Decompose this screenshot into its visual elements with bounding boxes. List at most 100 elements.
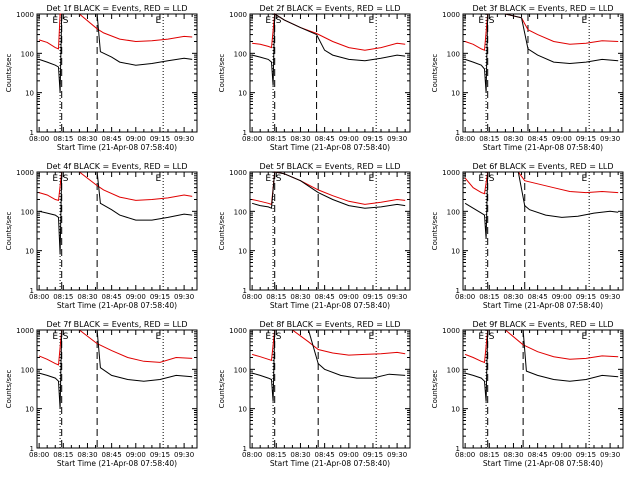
marker-label: E: [478, 16, 484, 26]
y-tick-label: 1: [456, 287, 460, 295]
x-tick-label: 09:00: [552, 135, 572, 143]
y-tick-label: 1000: [229, 11, 247, 19]
y-tick-label: 100: [234, 50, 247, 58]
detector-panel-8: Det 8f BLACK = Events, RED = LLD 1 10 100 10…: [218, 320, 411, 468]
x-axis-label: Start Time (21-Apr-08 07:58:40): [57, 301, 177, 310]
marker-label: E: [265, 174, 271, 184]
x-tick-label: 09:15: [576, 135, 596, 143]
y-tick-label: 1000: [442, 11, 460, 19]
y-tick-label: 100: [234, 366, 247, 374]
x-axis-label: Start Time (21-Apr-08 07:58:40): [270, 459, 390, 468]
marker-label: S: [489, 16, 495, 26]
x-tick-label: 08:15: [266, 135, 286, 143]
x-tick-label: 08:15: [266, 293, 286, 301]
y-tick-label: 1000: [229, 169, 247, 177]
detector-panel-1: Det 1f BLACK = Events, RED = LLD 1 10 100 10…: [5, 4, 198, 152]
marker-label: E: [265, 332, 271, 342]
y-tick-label: 100: [447, 208, 460, 216]
x-tick-label: 09:15: [363, 135, 383, 143]
x-tick-label: 09:15: [150, 293, 170, 301]
x-tick-label: 09:30: [600, 135, 620, 143]
x-tick-label: 08:30: [290, 451, 310, 459]
x-tick-label: 08:45: [102, 293, 122, 301]
detector-panel-3: Det 3f BLACK = Events, RED = LLD 1 10 100 10…: [431, 4, 624, 152]
x-axis-label: Start Time (21-Apr-08 07:58:40): [483, 143, 603, 152]
y-tick-label: 1: [30, 129, 34, 137]
x-tick-label: 08:00: [29, 135, 49, 143]
marker-label: E: [368, 174, 374, 184]
x-tick-label: 09:00: [126, 135, 146, 143]
y-tick-label: 10: [25, 90, 34, 98]
x-axis-label: Start Time (21-Apr-08 07:58:40): [270, 301, 390, 310]
y-tick-label: 1000: [442, 327, 460, 335]
x-axis-label: Start Time (21-Apr-08 07:58:40): [483, 459, 603, 468]
x-tick-label: 08:00: [455, 451, 475, 459]
x-tick-label: 08:00: [242, 293, 262, 301]
x-tick-label: 08:30: [290, 135, 310, 143]
panel-title: Det 9f BLACK = Events, RED = LLD: [472, 320, 613, 329]
x-tick-label: 08:00: [455, 293, 475, 301]
y-axis-label: Counts/sec: [5, 370, 13, 409]
x-tick-label: 08:00: [29, 293, 49, 301]
marker-label: S: [276, 332, 282, 342]
detector-panel-6: Det 6f BLACK = Events, RED = LLD 1 10 100 10…: [431, 162, 624, 310]
x-tick-label: 08:45: [315, 293, 335, 301]
x-tick-label: 09:00: [339, 135, 359, 143]
plot-frame: [249, 13, 411, 133]
y-tick-label: 1000: [16, 169, 34, 177]
x-tick-label: 08:45: [528, 451, 548, 459]
x-tick-label: 09:30: [387, 451, 407, 459]
x-tick-label: 08:45: [102, 451, 122, 459]
marker-label: E: [581, 332, 587, 342]
x-tick-label: 09:30: [174, 135, 194, 143]
x-tick-label: 08:30: [503, 451, 523, 459]
x-tick-label: 09:30: [387, 135, 407, 143]
x-tick-label: 08:15: [479, 451, 499, 459]
marker-label: S: [276, 16, 282, 26]
y-axis-label: Counts/sec: [218, 370, 226, 409]
events-series-line: [464, 171, 619, 239]
x-tick-label: 08:30: [77, 293, 97, 301]
y-tick-label: 10: [238, 90, 247, 98]
y-axis-label: Counts/sec: [5, 54, 13, 93]
x-tick-label: 09:30: [600, 451, 620, 459]
panel-title: Det 4f BLACK = Events, RED = LLD: [46, 162, 187, 171]
plot-frame: [462, 171, 624, 291]
x-tick-label: 08:30: [503, 293, 523, 301]
x-tick-label: 08:45: [528, 293, 548, 301]
y-tick-label: 10: [238, 406, 247, 414]
y-tick-label: 100: [21, 208, 34, 216]
y-tick-label: 100: [21, 366, 34, 374]
x-tick-label: 09:15: [363, 293, 383, 301]
x-tick-label: 09:15: [576, 451, 596, 459]
x-axis-label: Start Time (21-Apr-08 07:58:40): [57, 143, 177, 152]
y-tick-label: 100: [447, 366, 460, 374]
marker-label: S: [63, 16, 69, 26]
x-tick-label: 08:45: [315, 135, 335, 143]
x-tick-label: 08:00: [455, 135, 475, 143]
y-tick-label: 10: [451, 406, 460, 414]
events-series-line: [251, 171, 406, 209]
x-tick-label: 08:45: [102, 135, 122, 143]
marker-label: E: [581, 16, 587, 26]
marker-label: E: [478, 174, 484, 184]
x-tick-label: 08:00: [29, 451, 49, 459]
x-tick-label: 08:30: [77, 451, 97, 459]
y-axis-label: Counts/sec: [431, 54, 439, 93]
y-tick-label: 1: [243, 287, 247, 295]
y-tick-label: 10: [25, 406, 34, 414]
y-axis-label: Counts/sec: [431, 212, 439, 251]
panel-title: Det 5f BLACK = Events, RED = LLD: [259, 162, 400, 171]
marker-label: E: [52, 16, 58, 26]
detector-panel-2: Det 2f BLACK = Events, RED = LLD 1 10 100 10…: [218, 4, 411, 152]
plot-frame: [249, 329, 411, 449]
x-tick-label: 09:15: [576, 293, 596, 301]
events-series-line: [38, 13, 193, 93]
marker-label: E: [52, 332, 58, 342]
x-tick-label: 09:15: [150, 135, 170, 143]
marker-label: S: [63, 174, 69, 184]
plot-frame: [249, 171, 411, 291]
x-tick-label: 09:30: [174, 451, 194, 459]
detector-panel-7: Det 7f BLACK = Events, RED = LLD 1 10 100 10…: [5, 320, 198, 468]
events-series-line: [251, 13, 406, 86]
